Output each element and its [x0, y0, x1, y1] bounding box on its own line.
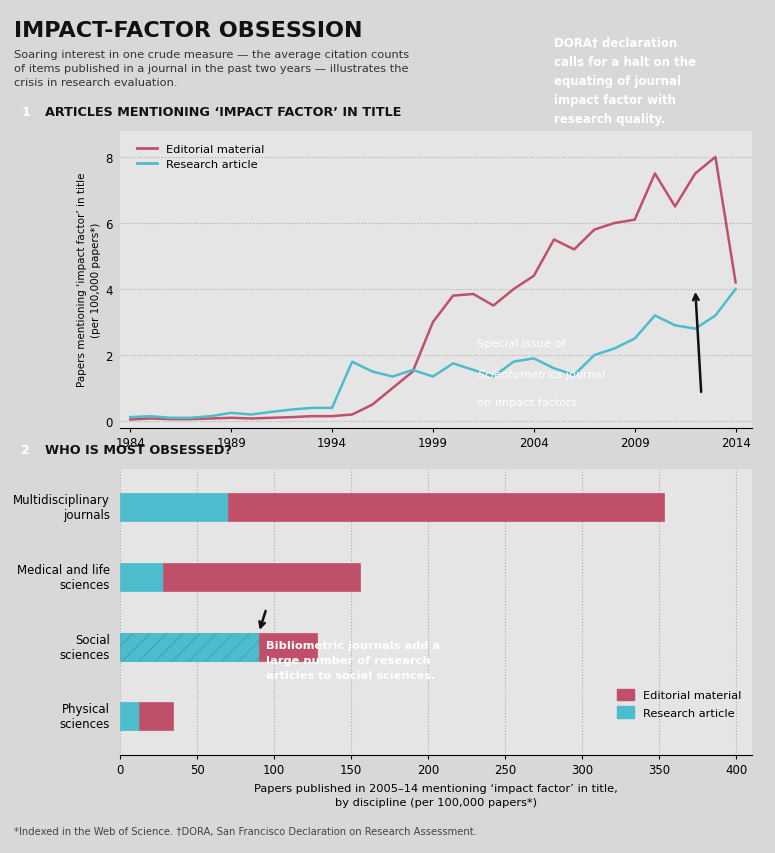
Bar — [139, 703, 173, 730]
Text: 1: 1 — [21, 106, 30, 119]
Text: 2: 2 — [21, 443, 30, 456]
Text: WHO IS MOST OBSESSED?: WHO IS MOST OBSESSED? — [45, 443, 232, 456]
Y-axis label: Papers mentioning ‘impact factor’ in title
(per 100,000 papers*): Papers mentioning ‘impact factor’ in tit… — [77, 172, 101, 387]
Text: Special issue of: Special issue of — [477, 338, 566, 348]
Bar — [120, 563, 164, 591]
Text: Bibliometric journals add a
large number of research
articles to social sciences: Bibliometric journals add a large number… — [266, 641, 440, 680]
Text: ARTICLES MENTIONING ‘IMPACT FACTOR’ IN TITLE: ARTICLES MENTIONING ‘IMPACT FACTOR’ IN T… — [45, 106, 401, 119]
Legend: Editorial material, Research article: Editorial material, Research article — [132, 140, 269, 175]
Legend: Editorial material, Research article: Editorial material, Research article — [612, 684, 746, 722]
Bar — [120, 633, 259, 661]
Bar — [164, 563, 360, 591]
Text: $\it{Scientometrics}$ journal: $\it{Scientometrics}$ journal — [477, 368, 606, 381]
Text: IMPACT-FACTOR OBSESSION: IMPACT-FACTOR OBSESSION — [14, 21, 363, 41]
X-axis label: Papers published in 2005–14 mentioning ‘impact factor’ in title,
by discipline (: Papers published in 2005–14 mentioning ‘… — [254, 783, 618, 808]
Bar — [120, 703, 139, 730]
Bar — [259, 633, 317, 661]
Text: Soaring interest in one crude measure — the average citation counts
of items pub: Soaring interest in one crude measure — … — [14, 49, 409, 88]
Text: *Indexed in the Web of Science. †DORA, San Francisco Declaration on Research Ass: *Indexed in the Web of Science. †DORA, S… — [14, 826, 477, 836]
Text: on impact factors.: on impact factors. — [477, 397, 581, 407]
Bar — [120, 494, 228, 521]
Text: DORA† declaration
calls for a halt on the
equating of journal
impact factor with: DORA† declaration calls for a halt on th… — [554, 38, 696, 126]
Bar — [228, 494, 664, 521]
